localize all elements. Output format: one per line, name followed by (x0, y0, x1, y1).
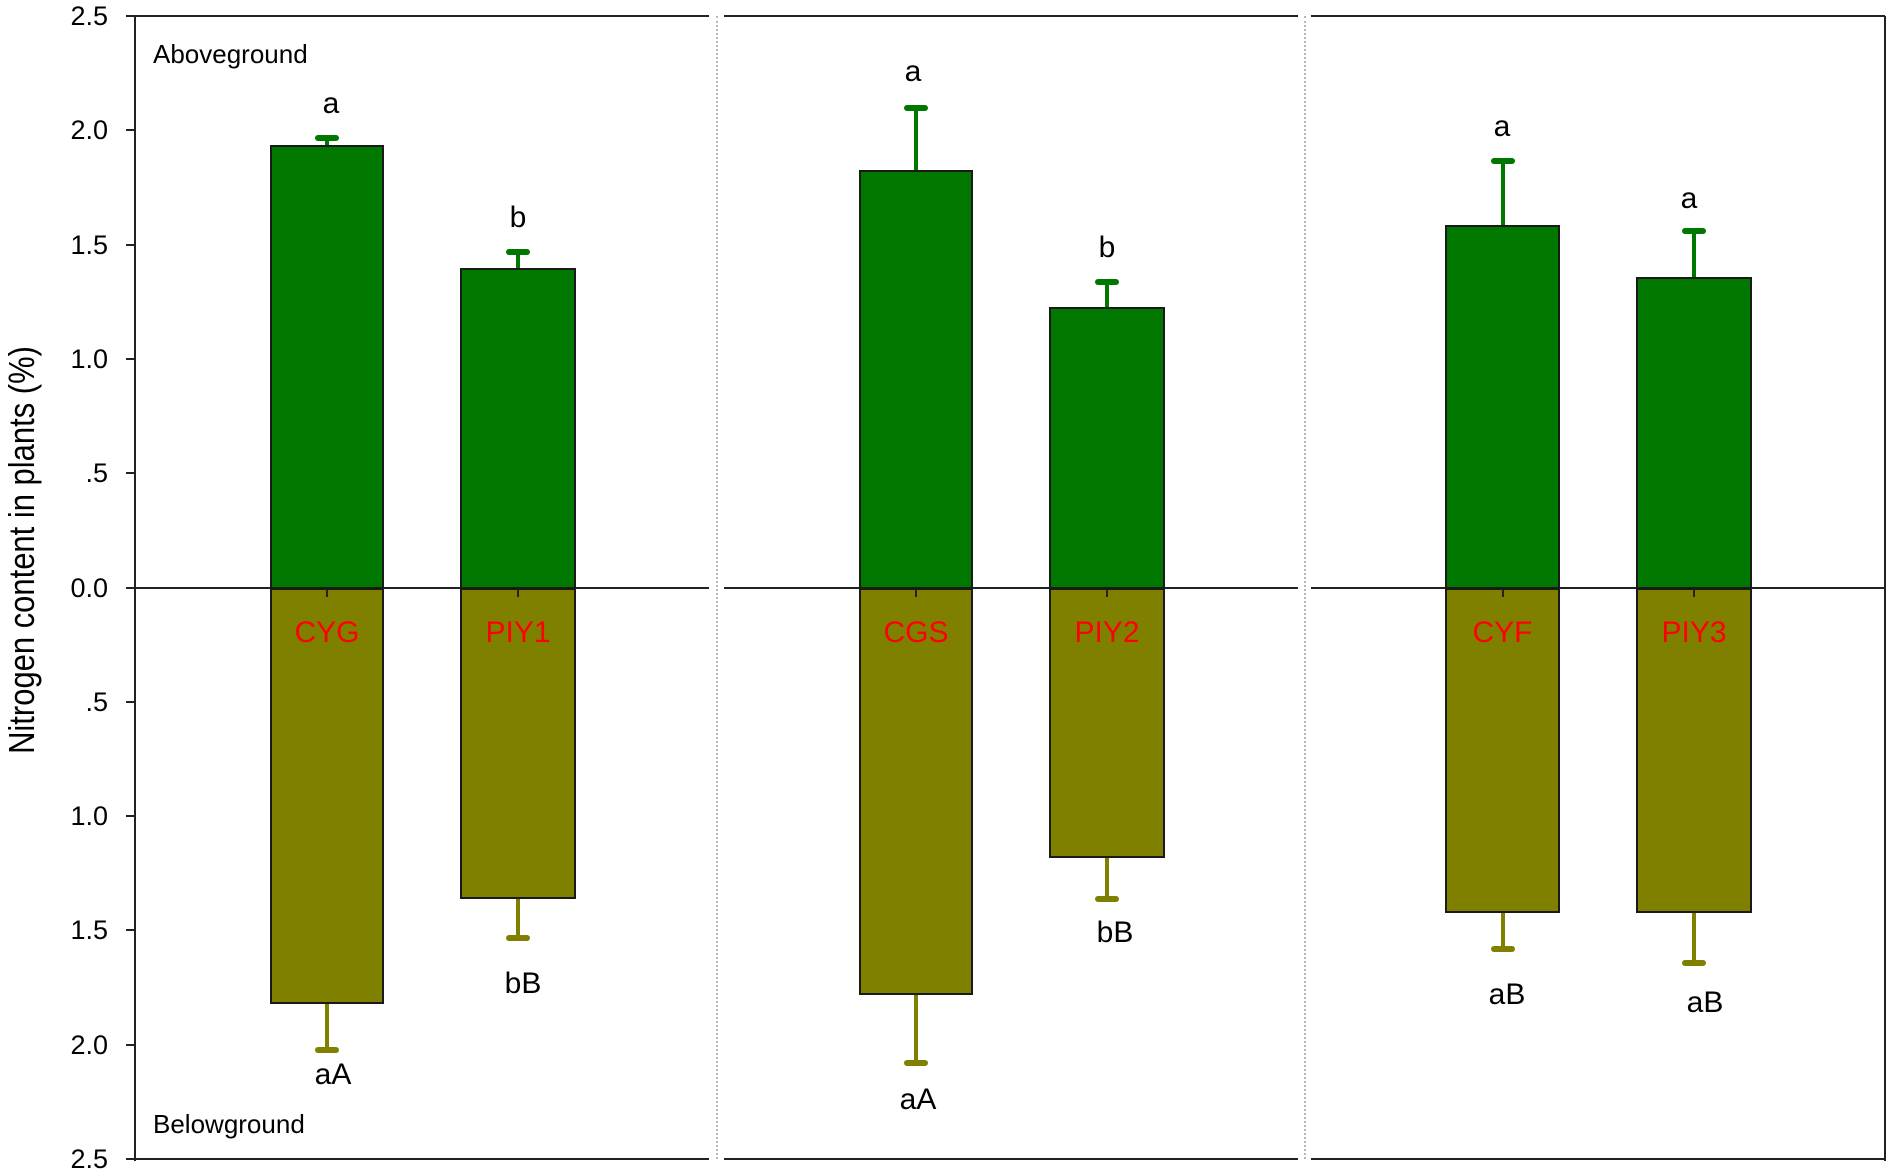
bar-belowground-cgs (859, 588, 973, 995)
y-axis-line (134, 16, 136, 1161)
y-tick-label: 2.5 (70, 1, 108, 31)
error-bar-aboveground (1500, 160, 1505, 225)
error-cap-aboveground (1095, 278, 1119, 285)
category-label: CGS (883, 616, 949, 649)
bar-aboveground-piy1 (460, 267, 576, 589)
y-tick-label: 1.0 (70, 343, 108, 374)
x-tick-mark (326, 589, 328, 597)
panel-separator (716, 16, 718, 1159)
significance-label-aboveground: a (322, 87, 340, 120)
y-tick-label: 1.5 (70, 229, 108, 260)
significance-label-belowground: aA (314, 1058, 352, 1091)
error-bar-aboveground (516, 251, 520, 268)
x-tick-mark (1693, 589, 1695, 597)
error-cap-belowground (1490, 946, 1515, 953)
error-cap-belowground (1682, 959, 1706, 966)
bar-aboveground-cyf (1445, 224, 1560, 589)
error-bar-belowground (325, 1004, 329, 1050)
bar-belowground-piy3 (1636, 588, 1752, 913)
bar-aboveground-cyg (270, 144, 384, 589)
error-bar-belowground (516, 898, 520, 938)
zero-line (724, 587, 1298, 589)
y-tick-mark (126, 929, 136, 932)
category-label: CYG (294, 616, 360, 649)
error-cap-belowground (315, 1046, 339, 1053)
error-cap-aboveground (315, 134, 339, 141)
top-border (724, 15, 1298, 17)
aboveground-label: Aboveground (153, 39, 308, 69)
top-border (1311, 15, 1885, 17)
error-bar-belowground (1692, 912, 1696, 963)
significance-label-belowground: aB (1488, 978, 1526, 1011)
bottom-border (135, 1158, 709, 1160)
category-label: CYF (1472, 616, 1533, 649)
x-tick-mark (1501, 589, 1504, 597)
significance-label-belowground: aA (899, 1083, 937, 1116)
y-tick-label: 2.0 (70, 1029, 108, 1060)
error-cap-belowground (506, 934, 530, 941)
belowground-label: Belowground (153, 1109, 305, 1139)
significance-label-belowground: aB (1686, 986, 1724, 1019)
y-tick-mark (126, 700, 136, 703)
category-label: PIY1 (485, 616, 551, 649)
y-tick-label: 2.0 (70, 115, 108, 146)
significance-label-belowground: bB (504, 967, 542, 1000)
error-cap-aboveground (1682, 228, 1706, 235)
y-tick-label: .5 (85, 686, 108, 717)
y-tick-label: 1.0 (70, 801, 108, 832)
error-bar-belowground (1500, 912, 1505, 950)
y-tick-label: .5 (85, 458, 108, 489)
significance-label-aboveground: b (509, 201, 527, 234)
zero-line (135, 587, 709, 589)
y-tick-label: 1.5 (70, 915, 108, 946)
bar-aboveground-piy3 (1636, 277, 1752, 589)
y-tick-mark (126, 129, 136, 132)
category-label: PIY3 (1661, 616, 1727, 649)
error-bar-belowground (914, 994, 918, 1064)
right-border (1884, 16, 1886, 1161)
y-tick-label: 0.0 (70, 572, 108, 603)
error-cap-belowground (1095, 895, 1119, 902)
y-tick-mark (126, 1158, 136, 1160)
significance-label-belowground: bB (1096, 916, 1134, 949)
error-cap-aboveground (904, 104, 928, 111)
error-bar-aboveground (325, 137, 329, 145)
error-cap-belowground (904, 1060, 928, 1067)
y-tick-label: 2.5 (70, 1144, 108, 1174)
bottom-border (1311, 1158, 1885, 1160)
y-tick-mark (126, 243, 136, 246)
significance-label-aboveground: b (1098, 231, 1116, 264)
bottom-border (724, 1158, 1298, 1160)
error-bar-aboveground (914, 107, 918, 170)
zero-line (1311, 587, 1885, 589)
bar-belowground-piy1 (460, 588, 576, 899)
bar-belowground-cyg (270, 588, 384, 1005)
y-tick-mark (126, 472, 136, 475)
error-bar-belowground (1105, 857, 1109, 899)
error-cap-aboveground (506, 248, 530, 255)
y-tick-mark (126, 586, 136, 589)
y-tick-mark (126, 357, 136, 360)
panel-separator (1304, 16, 1306, 1159)
category-label: PIY2 (1074, 616, 1140, 649)
error-bar-aboveground (1105, 281, 1109, 307)
error-cap-aboveground (1490, 157, 1515, 164)
x-tick-mark (1106, 589, 1108, 597)
bar-aboveground-piy2 (1049, 306, 1165, 589)
x-tick-mark (517, 589, 519, 597)
bar-aboveground-cgs (859, 169, 973, 589)
y-tick-mark (126, 1043, 136, 1046)
significance-label-aboveground: a (1493, 110, 1511, 143)
top-border (135, 15, 709, 17)
error-bar-aboveground (1692, 231, 1696, 278)
significance-label-aboveground: a (1680, 182, 1698, 215)
x-tick-mark (915, 589, 917, 597)
y-tick-mark (126, 815, 136, 818)
y-tick-mark (126, 15, 136, 17)
bar-belowground-piy2 (1049, 588, 1165, 858)
significance-label-aboveground: a (904, 55, 922, 88)
bar-belowground-cyf (1445, 588, 1560, 913)
